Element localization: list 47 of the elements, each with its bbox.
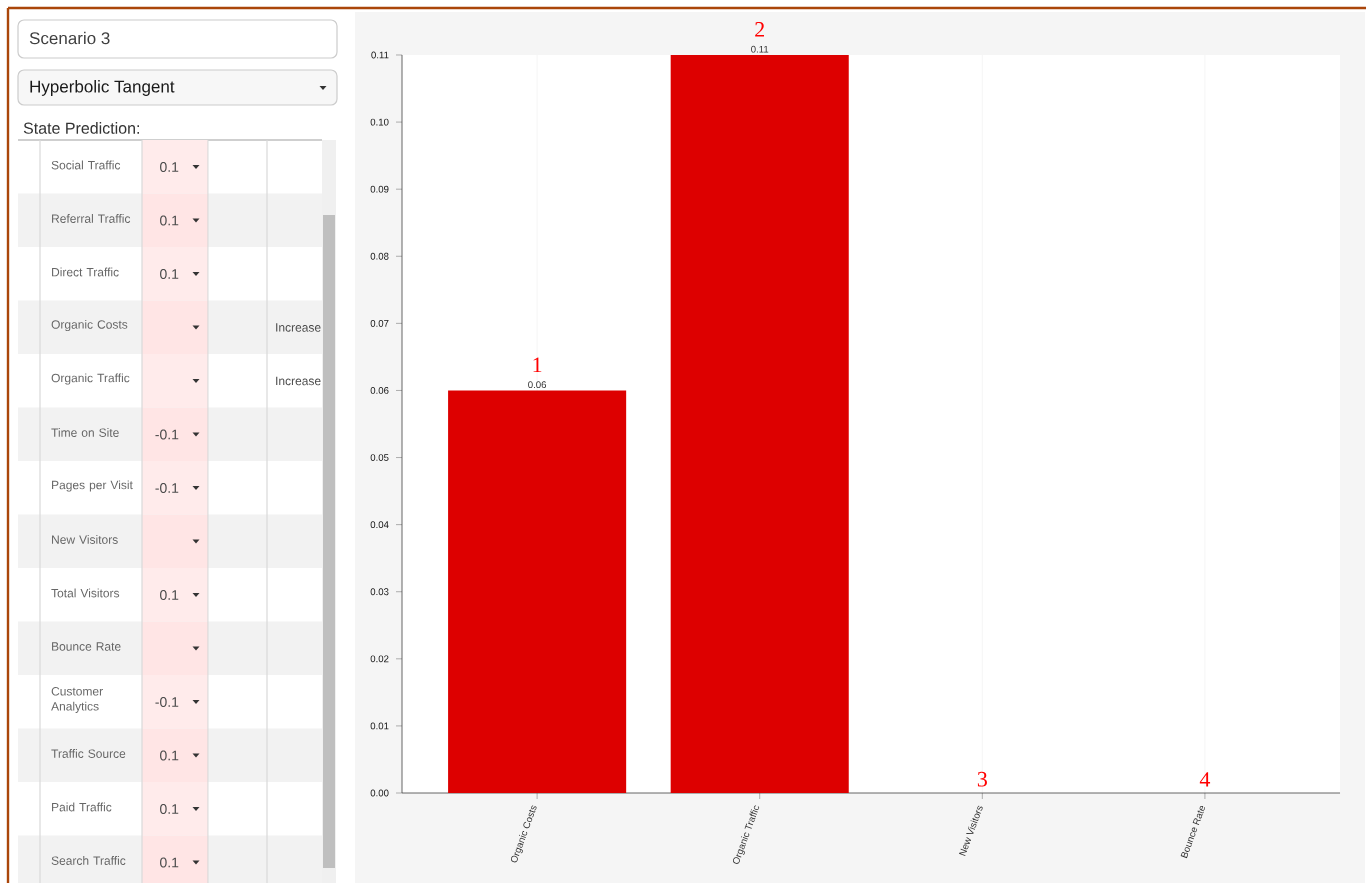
- y-tick-label: 0.01: [370, 722, 389, 730]
- text: 0.1: [160, 161, 179, 172]
- category-label: Traffic Source: [51, 748, 126, 758]
- text: -0.1: [155, 696, 179, 707]
- annotation: 3: [977, 771, 987, 787]
- y-tick-label: 0.08: [370, 252, 389, 260]
- text: 0.1: [160, 268, 179, 279]
- category-label: Paid Traffic: [52, 802, 112, 812]
- text: 0.1: [160, 589, 179, 600]
- annotation: 2: [755, 21, 764, 37]
- y-tick-label: 0.11: [371, 51, 389, 59]
- category-label: Organic Costs: [51, 319, 128, 331]
- category-label: New Visitors: [52, 534, 118, 544]
- text: Increase: [276, 376, 321, 386]
- y-tick-label: 0.03: [370, 588, 389, 596]
- data-label: 0.06: [528, 381, 547, 388]
- category-label: Organic Traffic: [51, 373, 130, 385]
- text: Hyperbolic Tangent: [30, 79, 175, 96]
- y-tick-label: 0.00: [370, 789, 389, 797]
- category-label: Social Traffic: [51, 160, 121, 170]
- category-label: Bounce Rate: [52, 642, 121, 651]
- category-label: Customer Analytics: [51, 686, 103, 713]
- category-label: Direct Traffic: [52, 267, 119, 277]
- category-label: Pages per Visit: [52, 480, 133, 492]
- text: -0.1: [155, 482, 179, 493]
- text: 0.1: [160, 857, 179, 868]
- annotation: 4: [1199, 772, 1211, 787]
- text: 0.1: [160, 750, 179, 761]
- y-tick-label: 0.05: [370, 454, 389, 461]
- text: Increase: [276, 323, 321, 332]
- category-label: Time on Site: [51, 427, 119, 437]
- category-label: Referral Traffic: [52, 213, 131, 223]
- y-tick-label: 0.09: [370, 185, 389, 193]
- y-tick-label: 0.02: [370, 655, 389, 663]
- y-tick-label: 0.06: [370, 386, 389, 394]
- y-tick-label: 0.10: [370, 118, 389, 126]
- text: Scenario 3: [29, 31, 110, 45]
- annotation: 1: [533, 357, 542, 372]
- text: 0.1: [160, 215, 179, 226]
- text: -0.1: [155, 429, 179, 440]
- category-label: Total Visitors: [51, 588, 120, 598]
- text: State Prediction:: [23, 122, 139, 134]
- y-tick-label: 0.07: [370, 319, 389, 327]
- y-tick-label: 0.04: [370, 521, 389, 528]
- data-label: 0.11: [751, 45, 769, 53]
- text: 0.1: [160, 803, 179, 814]
- category-label: Search Traffic: [51, 855, 126, 865]
